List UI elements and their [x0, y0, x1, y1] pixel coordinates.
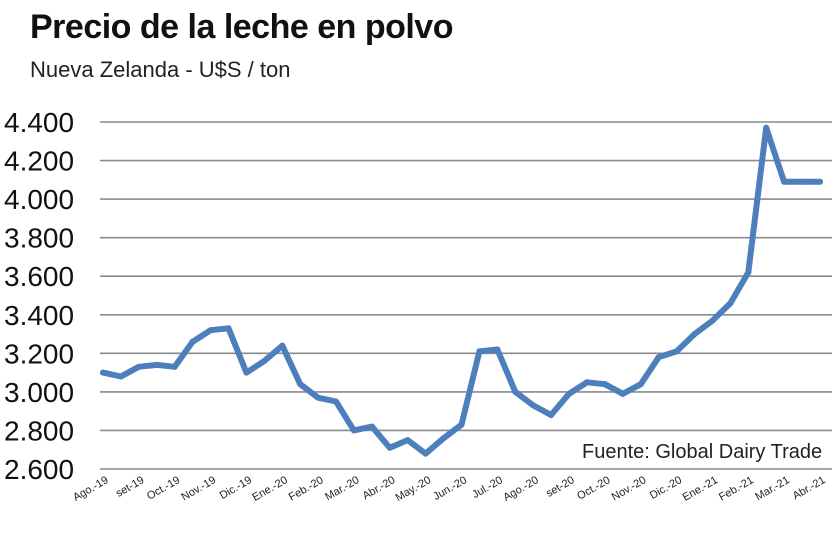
data-point	[422, 450, 429, 457]
x-tick-label: set-19	[114, 474, 146, 500]
source-note: Fuente: Global Dairy Trade	[582, 441, 822, 463]
data-point	[637, 381, 644, 388]
data-point	[476, 348, 483, 355]
data-point	[601, 381, 608, 388]
data-point	[404, 437, 411, 444]
x-tick-label: Ago.-20	[501, 474, 540, 504]
series-line	[100, 124, 823, 457]
data-point	[530, 402, 537, 409]
x-tick-label: Ene.-21	[681, 474, 720, 504]
data-point	[333, 398, 340, 405]
x-tick-label: May.-20	[393, 474, 433, 504]
chart-subtitle: Nueva Zelanda - U$S / ton	[30, 57, 291, 82]
y-tick-label: 3.800	[4, 223, 74, 254]
data-point	[673, 348, 680, 355]
data-point	[619, 390, 626, 397]
data-point	[225, 325, 232, 332]
data-point	[583, 379, 590, 386]
x-tick-label: Feb.-21	[717, 474, 756, 503]
data-point	[494, 346, 501, 353]
y-tick-label: 4.200	[4, 146, 74, 177]
chart-title: Precio de la leche en polvo	[30, 8, 454, 46]
x-tick-label: set-20	[544, 474, 576, 500]
data-point	[691, 331, 698, 338]
y-tick-label: 3.200	[4, 338, 74, 369]
data-point	[350, 427, 357, 434]
data-point	[189, 338, 196, 345]
y-tick-label: 2.800	[4, 415, 74, 446]
x-tick-label: Mar.-20	[323, 474, 361, 503]
data-point	[709, 317, 716, 324]
data-point	[261, 358, 268, 365]
data-point	[763, 124, 770, 131]
y-tick-label: 3.600	[4, 261, 74, 292]
data-point	[243, 369, 250, 376]
x-tick-label: Jun.-20	[431, 474, 469, 503]
data-point	[207, 327, 214, 334]
x-tick-label: Oct.-19	[145, 474, 182, 502]
data-point	[727, 300, 734, 307]
data-point	[817, 178, 823, 185]
data-point	[135, 363, 142, 370]
x-tick-label: Dic.-20	[648, 474, 684, 502]
data-point	[745, 269, 752, 276]
data-point	[566, 390, 573, 397]
data-point	[386, 444, 393, 451]
x-tick-label: Jul.-20	[470, 474, 505, 501]
data-point	[171, 363, 178, 370]
x-tick-label: Oct.-20	[575, 474, 612, 502]
y-tick-label: 4.400	[4, 107, 74, 138]
x-tick-label: Feb.-20	[287, 474, 326, 503]
data-point	[117, 373, 124, 380]
data-point	[279, 342, 286, 349]
y-tick-label: 3.400	[4, 300, 74, 331]
y-tick-label: 4.000	[4, 184, 74, 215]
x-tick-label: Abr.-21	[791, 474, 828, 502]
data-point	[458, 421, 465, 428]
y-tick-label: 3.000	[4, 377, 74, 408]
data-point	[512, 388, 519, 395]
x-tick-label: Abr.-20	[361, 474, 398, 502]
data-point	[440, 435, 447, 442]
data-point	[100, 369, 106, 376]
x-tick-label: Nov.-20	[610, 474, 649, 503]
x-tick-label: Ago.-19	[71, 474, 110, 504]
data-point	[153, 361, 160, 368]
x-tick-label: Ene.-20	[250, 474, 289, 504]
data-point	[781, 178, 788, 185]
data-point	[799, 178, 806, 185]
y-tick-label: 2.600	[4, 454, 74, 485]
data-point	[368, 423, 375, 430]
x-tick-label: Dic.-19	[218, 474, 254, 502]
x-tick-label: Mar.-21	[753, 474, 791, 503]
data-point	[655, 354, 662, 361]
data-point	[548, 412, 555, 419]
x-tick-label: Nov.-19	[179, 474, 218, 503]
data-point	[315, 394, 322, 401]
data-point	[297, 381, 304, 388]
